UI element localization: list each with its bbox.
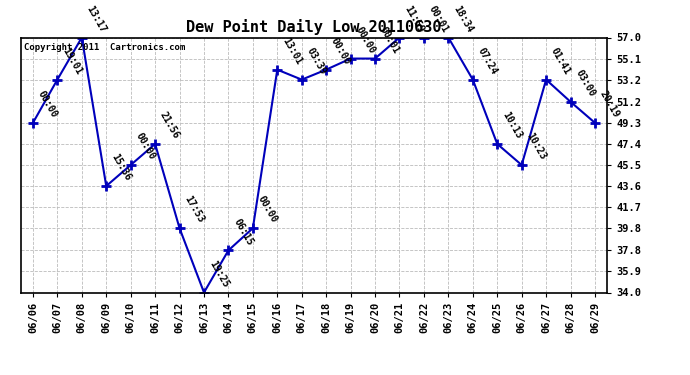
Text: 15:36: 15:36 — [109, 152, 132, 183]
Text: 13:17: 13:17 — [85, 4, 108, 34]
Text: 03:39: 03:39 — [305, 46, 328, 76]
Text: 00:00: 00:00 — [36, 89, 59, 120]
Text: 17:53: 17:53 — [182, 194, 206, 225]
Text: 19:25: 19:25 — [207, 259, 230, 289]
Text: 00:01: 00:01 — [427, 4, 450, 34]
Text: 01:41: 01:41 — [549, 46, 573, 76]
Text: 19:01: 19:01 — [60, 46, 83, 76]
Text: 00:01: 00:01 — [378, 25, 402, 55]
Text: 03:00: 03:00 — [573, 68, 597, 99]
Text: 00:00: 00:00 — [134, 131, 157, 162]
Text: 10:13: 10:13 — [500, 110, 524, 141]
Text: Copyright 2011  Cartronics.com: Copyright 2011 Cartronics.com — [23, 43, 185, 52]
Text: 00:00: 00:00 — [329, 36, 353, 66]
Text: 10:23: 10:23 — [524, 131, 548, 162]
Text: 06:15: 06:15 — [231, 217, 255, 247]
Text: 20:19: 20:19 — [598, 89, 621, 120]
Text: 11:59: 11:59 — [402, 4, 426, 34]
Text: 13:01: 13:01 — [280, 36, 304, 66]
Title: Dew Point Daily Low 20110630: Dew Point Daily Low 20110630 — [186, 19, 442, 35]
Text: 00:00: 00:00 — [256, 194, 279, 225]
Text: 00:00: 00:00 — [353, 25, 377, 55]
Text: 21:56: 21:56 — [158, 110, 181, 141]
Text: 18:34: 18:34 — [451, 4, 475, 34]
Text: 07:24: 07:24 — [475, 46, 499, 76]
